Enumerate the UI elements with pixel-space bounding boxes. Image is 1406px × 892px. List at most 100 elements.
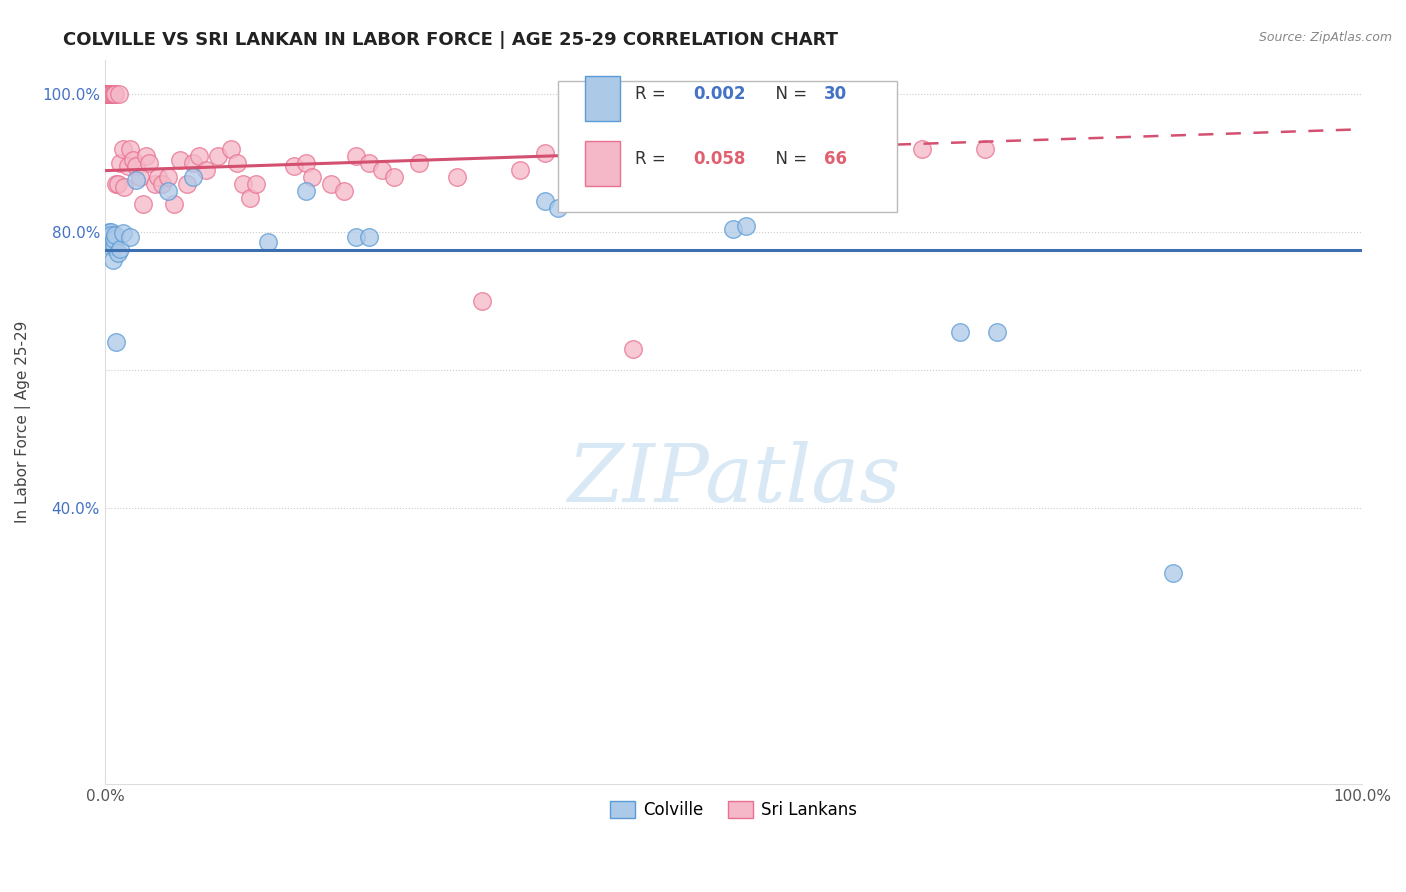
Point: [181, 169, 204, 184]
Point: [107, 245, 129, 260]
Point: [194, 163, 217, 178]
Point: [97, 225, 120, 239]
Point: [98, 87, 121, 101]
Point: [98, 87, 121, 101]
Point: [163, 197, 186, 211]
Point: [98, 239, 121, 253]
Text: Source: ZipAtlas.com: Source: ZipAtlas.com: [1258, 31, 1392, 45]
Point: [105, 335, 128, 350]
Point: [621, 343, 644, 357]
Text: 66: 66: [824, 150, 846, 168]
Point: [547, 201, 569, 215]
Point: [100, 87, 122, 101]
Point: [104, 87, 127, 101]
Point: [911, 142, 934, 156]
Point: [146, 169, 169, 184]
Point: [446, 169, 468, 184]
Point: [973, 142, 995, 156]
Point: [785, 160, 807, 174]
Point: [150, 177, 173, 191]
Point: [100, 228, 122, 243]
Point: [295, 184, 318, 198]
Point: [97, 228, 120, 243]
Point: [232, 177, 254, 191]
Point: [238, 190, 260, 204]
Point: [97, 87, 120, 101]
Point: [111, 142, 134, 156]
Point: [226, 156, 249, 170]
Point: [344, 230, 367, 244]
Point: [723, 156, 745, 170]
Point: [723, 221, 745, 235]
Point: [129, 169, 152, 184]
Text: ZIPatlas: ZIPatlas: [567, 441, 900, 518]
Point: [125, 173, 148, 187]
Point: [176, 177, 198, 191]
Point: [96, 87, 118, 101]
Point: [96, 87, 118, 101]
Point: [107, 87, 129, 101]
Point: [295, 156, 318, 170]
Point: [135, 149, 157, 163]
Point: [283, 160, 305, 174]
Point: [100, 225, 122, 239]
Point: [1163, 566, 1185, 581]
Point: [143, 177, 166, 191]
Text: N =: N =: [765, 150, 813, 168]
Point: [156, 184, 179, 198]
Point: [188, 149, 211, 163]
Point: [108, 242, 131, 256]
Point: [117, 160, 139, 174]
Point: [245, 177, 267, 191]
Point: [382, 169, 405, 184]
Point: [105, 177, 128, 191]
Point: [408, 156, 430, 170]
Text: COLVILLE VS SRI LANKAN IN LABOR FORCE | AGE 25-29 CORRELATION CHART: COLVILLE VS SRI LANKAN IN LABOR FORCE | …: [63, 31, 838, 49]
Text: 30: 30: [824, 85, 848, 103]
Point: [571, 149, 593, 163]
Point: [101, 87, 124, 101]
Point: [104, 228, 127, 243]
Point: [321, 177, 343, 191]
Point: [138, 156, 160, 170]
FancyBboxPatch shape: [558, 81, 897, 211]
Point: [112, 180, 135, 194]
Point: [96, 87, 118, 101]
Point: [169, 153, 191, 167]
Point: [103, 239, 125, 253]
Point: [357, 156, 380, 170]
Text: R =: R =: [636, 150, 672, 168]
Point: [97, 87, 120, 101]
Text: R =: R =: [636, 85, 672, 103]
Point: [207, 149, 229, 163]
Point: [370, 163, 392, 178]
Text: 0.058: 0.058: [693, 150, 745, 168]
Point: [301, 169, 323, 184]
Bar: [585, 142, 620, 186]
Point: [357, 230, 380, 244]
Point: [108, 156, 131, 170]
Point: [344, 149, 367, 163]
Legend: Colville, Sri Lankans: Colville, Sri Lankans: [603, 795, 865, 826]
Point: [509, 163, 531, 178]
Y-axis label: In Labor Force | Age 25-29: In Labor Force | Age 25-29: [15, 320, 31, 523]
Point: [131, 197, 153, 211]
Point: [534, 194, 557, 208]
Point: [181, 156, 204, 170]
Point: [333, 184, 356, 198]
Point: [986, 325, 1008, 339]
Point: [156, 169, 179, 184]
Point: [103, 87, 125, 101]
Point: [471, 293, 494, 308]
Point: [120, 142, 142, 156]
Text: 0.002: 0.002: [693, 85, 745, 103]
Point: [120, 230, 142, 244]
Point: [534, 145, 557, 160]
Point: [96, 87, 118, 101]
Point: [97, 87, 120, 101]
Point: [735, 219, 758, 234]
Point: [111, 227, 134, 241]
Point: [257, 235, 280, 250]
Point: [125, 160, 148, 174]
Point: [107, 177, 129, 191]
